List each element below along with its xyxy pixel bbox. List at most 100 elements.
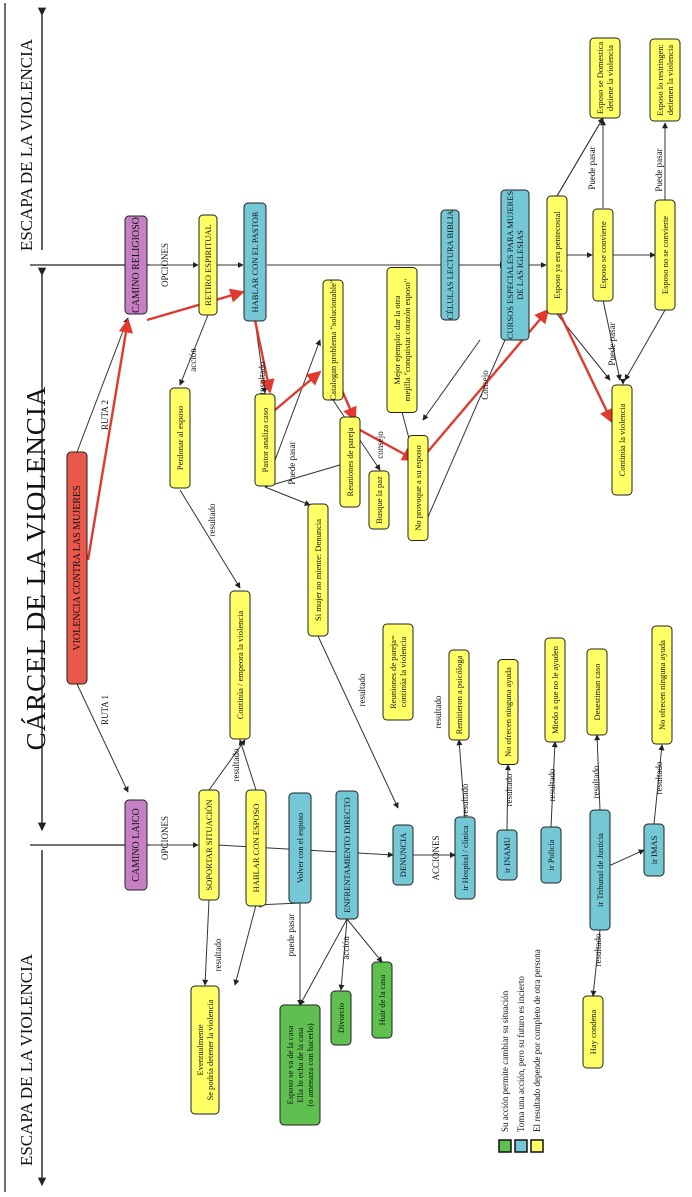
node-label: Esposo ya era pentecostal	[552, 211, 562, 299]
edge-label-resultado: resultado	[547, 768, 557, 801]
node-label: Remitieron a psicóloga	[454, 655, 464, 734]
node-no-ofrecen-2: No ofrecen ninguna ayuda	[651, 625, 673, 745]
node-label: ir INAMU	[502, 837, 512, 873]
node-label: ir Hospital / clínica	[460, 825, 470, 891]
node-label: No provoque a su esposo	[413, 445, 423, 530]
node-label: CAMINO LAICO	[131, 808, 142, 882]
node-label: Si mujer no miente: Denuncia	[313, 519, 323, 621]
edge-label-resultado: resultado	[591, 765, 601, 798]
node-tribunal: ir Tribunal de Justicia	[589, 809, 611, 931]
node-policia: ir Policía	[540, 826, 562, 884]
node-label: Esposo lo restringen:	[655, 44, 665, 116]
node-label: Hay condena	[588, 1009, 598, 1054]
node-no-ofrecen-1: No ofrecen ninguna ayuda	[497, 659, 519, 765]
node-label: Esposo se va de la casa	[285, 1025, 295, 1104]
node-celulas: CÉLULAS LECTURA BIBLIA	[440, 209, 460, 321]
edge-label-puede-pasar-l: puede pasar	[286, 914, 296, 957]
node-label: Esposo se convierte	[598, 221, 608, 289]
legend-text: Su acción permite cambiar su situación	[500, 990, 510, 1132]
node-label: Reuniones de pareja=	[388, 635, 398, 709]
node-busque-paz: Busque la paz	[368, 470, 390, 530]
node-label: Desestiman caso	[592, 664, 602, 721]
legend-text: El resultado depende por completo de otr…	[532, 949, 542, 1132]
node-camino-laico: CAMINO LAICO	[124, 799, 148, 891]
node-label: ir IMAS	[649, 835, 659, 864]
node-label: CÉLULAS LECTURA BIBLIA	[445, 209, 455, 319]
edge-label-opciones-top: OPCIONES	[160, 243, 170, 287]
node-label: ir Policía	[546, 839, 556, 870]
node-label: Reuniones de pareja	[345, 427, 355, 496]
header-carcel: CÁRCEL DE LA VIOLENCIA	[21, 386, 51, 751]
connector-lines	[76, 117, 668, 1006]
node-reuniones-pareja: Reuniones de pareja	[339, 416, 361, 508]
node-reuniones-continua: Reuniones de pareja= continúa la violenci…	[382, 623, 414, 721]
edge-label-puede-pasar: Puede pasar	[654, 148, 664, 191]
node-label: DENUNCIA	[398, 832, 408, 877]
node-continua-empeora: Continúa / empeora la violencia	[229, 590, 251, 740]
edge-label-puede-pasar: Puede pasar	[607, 322, 617, 365]
header-escapa-bottom: ESCAPA DE LA VIOLENCIA	[17, 953, 36, 1166]
edge-label-resultado: resultado	[593, 933, 603, 966]
node-divorcio: Divorcio	[330, 990, 352, 1046]
header-escapa-top: ESCAPA DE LA VIOLENCIA	[17, 38, 36, 251]
edge-label-resultado: resultado	[213, 938, 223, 971]
node-huir: Huir de la casa	[371, 961, 393, 1039]
node-si-mujer: Si mujer no miente: Denuncia	[307, 503, 329, 637]
node-label: Perdonar al esposo	[175, 406, 185, 470]
edge-label-resultado: resultado	[357, 673, 367, 706]
node-label: RETIRO ESPIRITUAL	[203, 224, 213, 305]
legend-swatch	[530, 1139, 544, 1153]
edge-label-acciones: ACCIONES	[431, 835, 441, 880]
node-label: Continúa la violencia	[617, 403, 627, 476]
node-label: SOPORTAR SITUACIÓN	[204, 799, 214, 890]
node-no-provoque: No provoque a su esposo	[407, 435, 429, 541]
node-label: DE LAS IGLESIAS	[515, 230, 525, 300]
edge-label-ruta1: RUTA 1	[100, 695, 110, 725]
edge-label-ruta2: RUTA 2	[100, 400, 110, 430]
node-esposo-se-va: Esposo se va de la casa Ella lo echa de l…	[279, 1004, 321, 1126]
node-hablar-esposo: HABLAR CON ESPOSO	[245, 789, 267, 907]
node-label: CAMINO RELIGIOSO	[131, 217, 142, 313]
node-eventualmente: Eventualmente Se podría detener la violen…	[190, 985, 220, 1115]
node-denuncia: DENUNCIA	[392, 824, 414, 886]
edge-label-puede-pasar: Puede pasar	[287, 441, 297, 484]
node-label: HABLAR CON ESPOSO	[251, 804, 261, 893]
node-label: Mejor ejemplo: dar la otra	[392, 295, 402, 384]
legend-text: Toma una acción, pero su futuro es incie…	[516, 976, 526, 1132]
node-soportar: SOPORTAR SITUACIÓN	[198, 789, 220, 901]
node-label: Esposo se Domestica	[595, 42, 605, 114]
edge-label-resultado: resultado	[504, 773, 514, 806]
node-label: detiene la violencia	[605, 45, 615, 111]
node-esposo-restringen: Esposo lo restringen: detienen la violenc…	[649, 38, 681, 122]
node-label: VIOLENCIA CONTRA LAS MUJERES	[72, 485, 83, 650]
edge-label-opciones-bottom: OPCIONES	[160, 816, 170, 860]
node-label: HABLAR CON EL PASTOR	[250, 211, 260, 312]
node-label: ENFRENTAMIENTO DIRECTO	[342, 797, 352, 912]
edge-label-accion2: acción	[341, 936, 351, 960]
node-label: Esposo no se convierte	[660, 216, 670, 294]
node-label: No ofrecen ninguna ayuda	[657, 640, 667, 730]
node-label: Huir de la casa	[377, 974, 387, 1025]
edge-label-consejo2: Consejo	[480, 370, 490, 400]
node-camino-religioso: CAMINO RELIGIOSO	[124, 215, 148, 315]
node-hay-condena: Hay condena	[582, 995, 604, 1069]
node-esposo-no-convierte: Esposo no se convierte	[654, 199, 676, 311]
node-label: (o amenaza con hacerlo)	[305, 1023, 315, 1106]
node-perdonar: Perdonar al esposo	[169, 387, 191, 489]
edge-label-resultado: resultado	[460, 783, 470, 816]
legend-swatch	[498, 1139, 512, 1153]
node-label: mejilla "conquistar corazón esposo"	[402, 279, 412, 401]
node-violencia: VIOLENCIA CONTRA LAS MUJERES	[66, 451, 88, 685]
edge-label-resultado: resultado	[231, 748, 241, 781]
node-enfrentamiento: ENFRENTAMIENTO DIRECTO	[335, 790, 359, 920]
node-label: Pastor analiza caso	[260, 408, 270, 473]
node-label: Eventualmente	[195, 1024, 205, 1075]
node-label: Se podría detener la violencia	[205, 999, 215, 1100]
edge-label-resultado: resultado	[257, 361, 267, 394]
node-continua-violencia-r: Continúa la violencia	[611, 384, 633, 496]
highlighted-path	[86, 288, 614, 561]
edge-label-resultado: resultado	[654, 761, 664, 794]
node-label: Divorcio	[336, 1003, 346, 1033]
edge-label-puede-pasar: Puede pasar	[587, 146, 597, 189]
